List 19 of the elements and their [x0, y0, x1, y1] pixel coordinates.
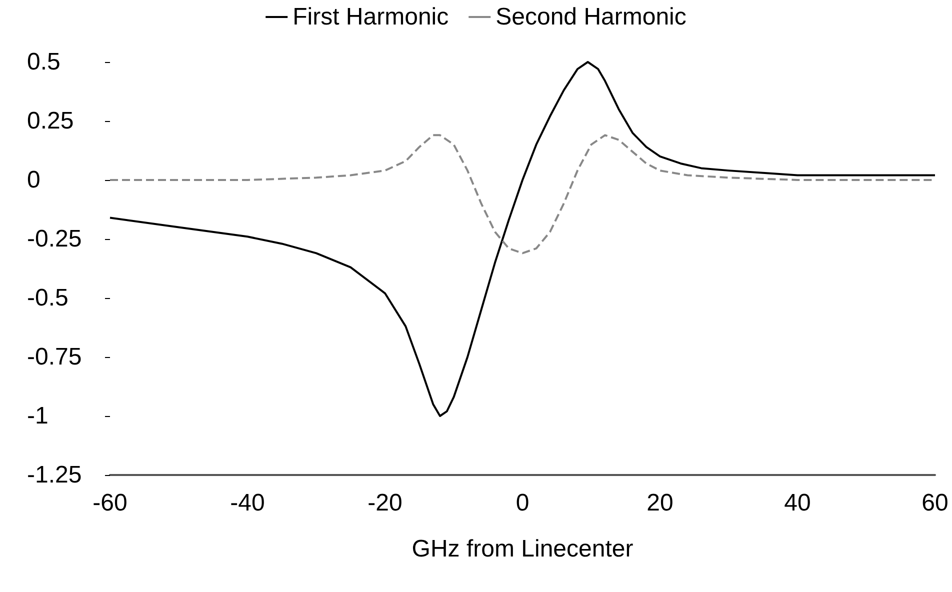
x-axis-title: GHz from Linecenter [412, 536, 634, 562]
x-tick-label: -60 [92, 490, 128, 516]
x-tick-label: 0 [516, 490, 530, 516]
y-tick-label: -1.25 [27, 462, 82, 488]
x-tick-label: 40 [784, 490, 811, 516]
x-tick-label: -40 [230, 490, 265, 516]
y-tick-label: 0 [27, 166, 40, 194]
y-tick-label: -1 [27, 402, 48, 430]
legend-label: Second Harmonic [496, 4, 686, 30]
x-tick-label: 20 [646, 490, 674, 516]
line-series [109, 61, 936, 417]
x-tick-label: 60 [922, 490, 948, 516]
y-tick-label: 0.25 [27, 108, 74, 134]
y-tick-label: 0.5 [27, 48, 60, 76]
y-tick-label: -0.25 [27, 226, 82, 252]
x-tick-label: -20 [368, 490, 402, 516]
y-tick-label: -0.75 [27, 344, 82, 370]
y-tick-label: -0.5 [27, 284, 68, 312]
legend-label: First Harmonic [292, 4, 449, 30]
